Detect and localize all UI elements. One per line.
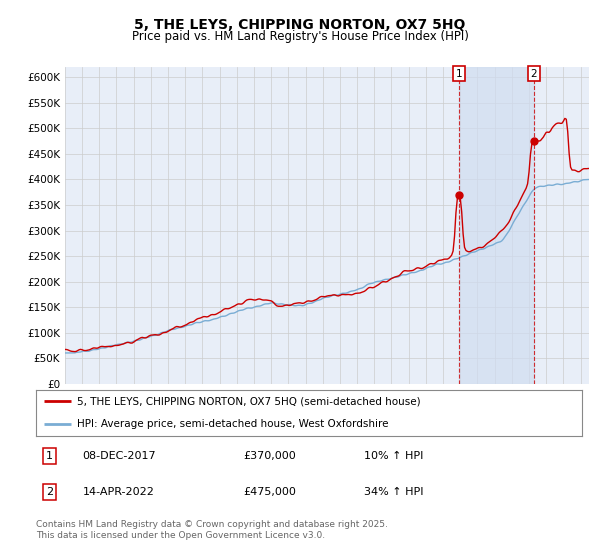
Text: Contains HM Land Registry data © Crown copyright and database right 2025.
This d: Contains HM Land Registry data © Crown c… <box>36 520 388 540</box>
Text: 1: 1 <box>46 451 53 461</box>
Text: 08-DEC-2017: 08-DEC-2017 <box>82 451 156 461</box>
Text: 14-APR-2022: 14-APR-2022 <box>82 487 154 497</box>
Text: 1: 1 <box>456 69 463 79</box>
Bar <box>459 67 534 384</box>
Text: 5, THE LEYS, CHIPPING NORTON, OX7 5HQ: 5, THE LEYS, CHIPPING NORTON, OX7 5HQ <box>134 17 466 31</box>
Text: 5, THE LEYS, CHIPPING NORTON, OX7 5HQ (semi-detached house): 5, THE LEYS, CHIPPING NORTON, OX7 5HQ (s… <box>77 396 421 406</box>
Text: 2: 2 <box>46 487 53 497</box>
Text: Price paid vs. HM Land Registry's House Price Index (HPI): Price paid vs. HM Land Registry's House … <box>131 30 469 43</box>
Text: 10% ↑ HPI: 10% ↑ HPI <box>364 451 423 461</box>
Text: HPI: Average price, semi-detached house, West Oxfordshire: HPI: Average price, semi-detached house,… <box>77 419 388 429</box>
Text: £370,000: £370,000 <box>244 451 296 461</box>
Text: £475,000: £475,000 <box>244 487 296 497</box>
Text: 34% ↑ HPI: 34% ↑ HPI <box>364 487 423 497</box>
Text: 2: 2 <box>530 69 537 79</box>
